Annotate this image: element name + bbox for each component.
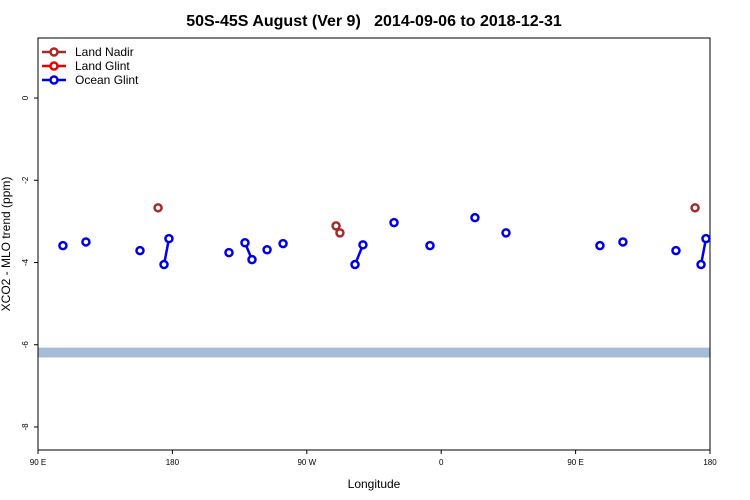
y-tick-label: 0 — [21, 95, 30, 100]
point — [501, 228, 511, 238]
x-tick-label: 90 W — [297, 458, 316, 467]
y-tick-label: -8 — [21, 423, 30, 431]
x-tick-label: 90 E — [30, 458, 46, 467]
chart-title: 50S-45S August (Ver 9) 2014-09-06 to 201… — [186, 13, 562, 30]
point — [159, 259, 169, 270]
point — [425, 240, 435, 251]
y-tick-label: -4 — [21, 258, 30, 266]
point — [701, 233, 711, 244]
y-tick-label: -6 — [21, 341, 30, 349]
point — [350, 259, 360, 270]
point — [58, 240, 68, 251]
point — [618, 237, 628, 247]
y-axis-label: XCO2 - MLO trend (ppm) — [0, 177, 13, 312]
legend-marker — [49, 75, 59, 85]
point — [240, 238, 250, 248]
point — [358, 240, 368, 250]
x-tick-label: 180 — [703, 458, 717, 467]
x-axis-label: Longitude — [348, 477, 401, 491]
point — [671, 245, 681, 256]
plot-frame — [37, 37, 711, 451]
point — [389, 217, 399, 228]
point — [690, 203, 700, 213]
point — [153, 203, 163, 213]
point — [262, 245, 272, 255]
point — [331, 221, 341, 231]
point — [224, 247, 234, 258]
point — [278, 238, 288, 249]
point — [81, 237, 91, 247]
point — [247, 254, 257, 265]
legend-label: Ocean Glint — [75, 73, 139, 87]
x-tick-label: 180 — [166, 458, 180, 467]
point — [696, 259, 706, 270]
point — [164, 233, 174, 244]
series-line — [162, 238, 708, 266]
y-tick-label: -2 — [21, 176, 30, 184]
legend-marker — [49, 61, 59, 71]
point — [135, 245, 145, 256]
band — [38, 347, 710, 358]
legend-label: Land Nadir — [75, 45, 134, 59]
point — [595, 240, 605, 251]
point — [335, 228, 345, 238]
point — [470, 212, 480, 223]
legend-marker — [49, 47, 59, 57]
x-tick-label: 90 E — [567, 458, 583, 467]
legend-label: Land Glint — [75, 59, 130, 73]
x-tick-label: 0 — [439, 458, 444, 467]
